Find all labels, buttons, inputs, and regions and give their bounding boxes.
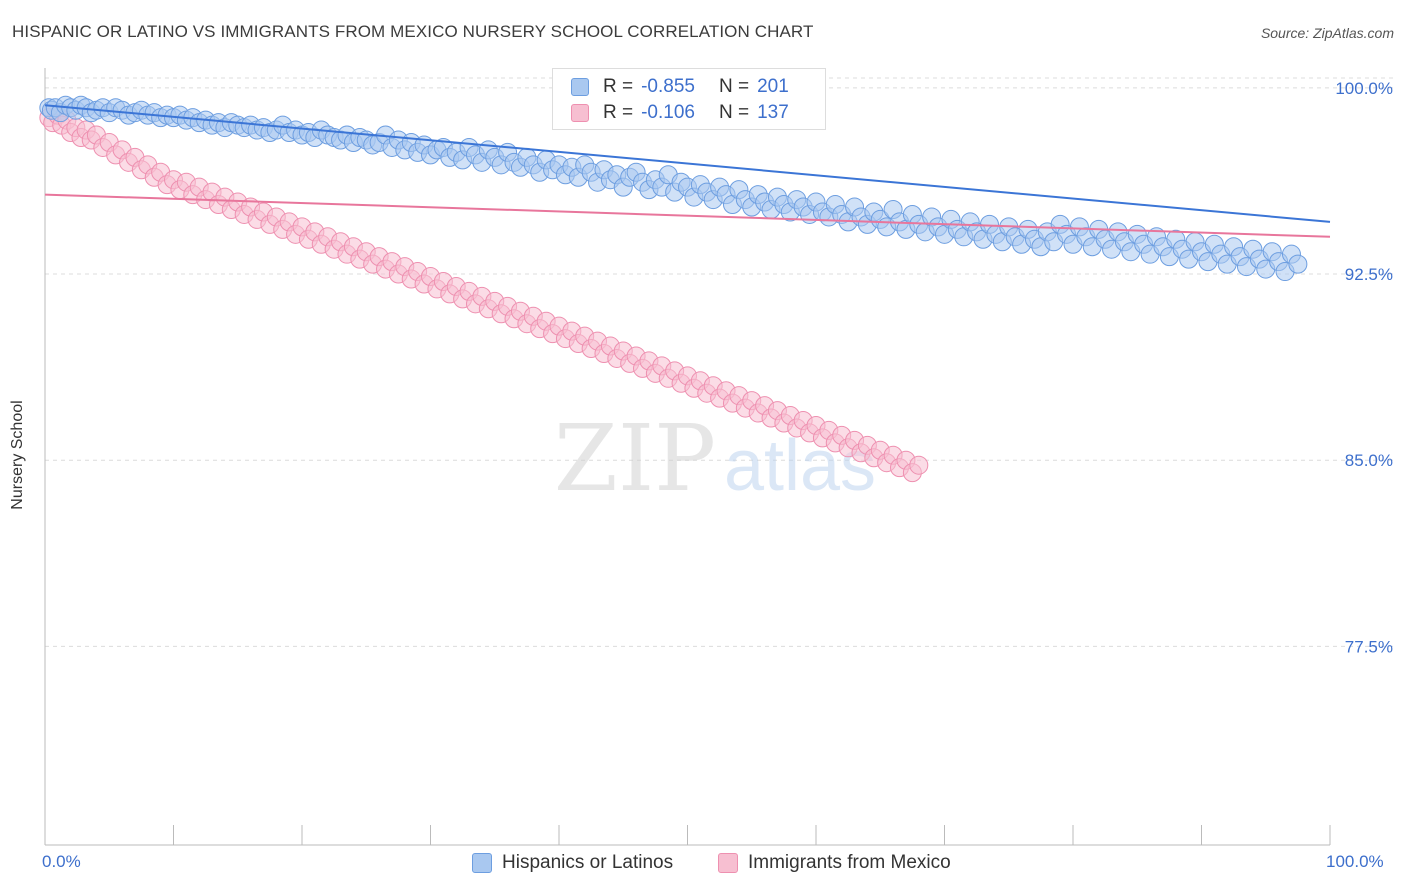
legend-n-value: 137 — [757, 102, 789, 123]
mexico-trend-line — [44, 193, 1331, 238]
y-tick-labels: 100.0% 92.5% 85.0% 77.5% — [1335, 79, 1393, 657]
y-axis-title: Nursery School — [9, 400, 26, 510]
y-tick-label: 77.5% — [1345, 637, 1393, 656]
source-label: Source: ZipAtlas.com — [1260, 25, 1394, 41]
stats-legend: R = -0.855 N = 201 R = -0.106 N = 137 — [552, 68, 826, 130]
legend-label-hispanics: Hispanics or Latinos — [502, 852, 674, 873]
legend-swatch-pink — [718, 853, 738, 873]
y-tick-label: 100.0% — [1335, 79, 1393, 98]
legend-row-hispanics: R = -0.855 N = 201 — [571, 75, 789, 99]
legend-r-label: R = — [603, 76, 634, 97]
legend-n-label: N = — [718, 76, 750, 97]
legend-swatch-blue — [571, 78, 589, 96]
y-tick-label: 92.5% — [1345, 265, 1393, 284]
legend-item-hispanics: Hispanics or Latinos — [472, 852, 673, 874]
mexico-point — [909, 455, 929, 475]
axes — [44, 68, 1331, 846]
legend-r-value: -0.106 — [641, 102, 695, 123]
legend-item-mexico: Immigrants from Mexico — [718, 852, 951, 874]
legend-n-label: N = — [718, 102, 750, 123]
legend-swatch-blue — [472, 853, 492, 873]
series-legend: Hispanics or Latinos Immigrants from Mex… — [0, 851, 1406, 877]
x-tick-label-min: 0.0% — [42, 852, 81, 871]
hispanics-point — [1288, 254, 1308, 274]
y-tick-label: 85.0% — [1345, 451, 1393, 470]
watermark-zip: ZIP — [554, 405, 716, 512]
chart-title: HISPANIC OR LATINO VS IMMIGRANTS FROM ME… — [12, 22, 814, 41]
hispanics-trend-line — [44, 104, 1331, 223]
legend-row-mexico: R = -0.106 N = 137 — [571, 101, 789, 125]
legend-label-mexico: Immigrants from Mexico — [748, 852, 951, 873]
legend-r-value: -0.855 — [641, 76, 695, 97]
x-tick-label-max: 100.0% — [1326, 852, 1384, 871]
legend-swatch-pink — [571, 104, 589, 122]
trend-lines — [44, 104, 1331, 238]
legend-n-value: 201 — [757, 76, 789, 97]
grid-lines — [45, 77, 1395, 647]
legend-r-label: R = — [603, 102, 634, 123]
pink-series-points — [39, 105, 929, 483]
